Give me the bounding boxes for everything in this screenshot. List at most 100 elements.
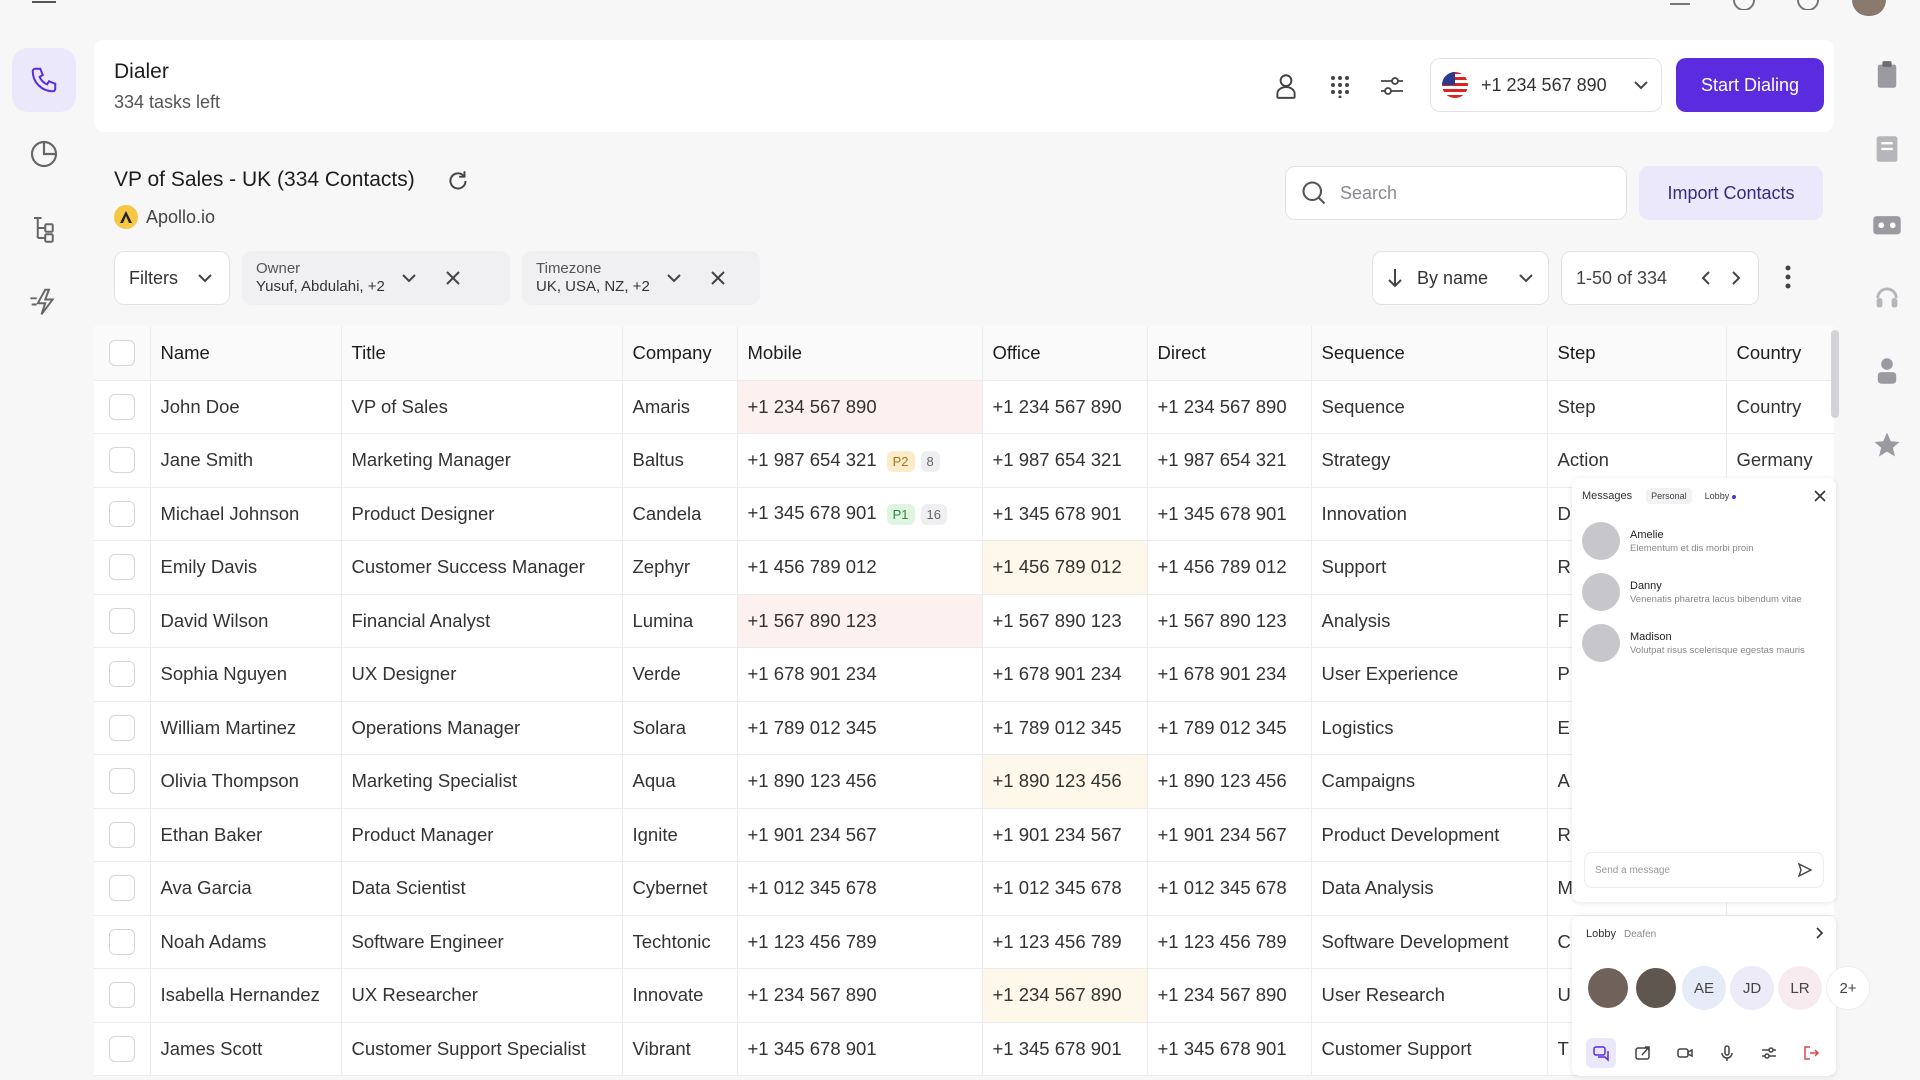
cell-mobile[interactable]: +1 678 901 234 (737, 647, 983, 702)
cell-mobile[interactable]: +1 345 678 901 (737, 1022, 983, 1076)
star-icon[interactable] (1870, 428, 1904, 462)
row-checkbox[interactable] (94, 915, 151, 969)
conversation-item[interactable]: Madison Volutpat risus scelerisque egest… (1582, 624, 1805, 662)
chevron-down-icon[interactable] (664, 268, 684, 288)
chat-icon[interactable] (1586, 1038, 1616, 1068)
close-icon[interactable] (708, 268, 728, 288)
send-icon[interactable] (1797, 862, 1813, 878)
cell-mobile[interactable]: +1 234 567 890 (737, 380, 983, 434)
settings-icon[interactable] (1794, 0, 1822, 10)
cell-name[interactable]: Michael Johnson (150, 487, 342, 541)
cell-office[interactable]: +1 456 789 012 (982, 540, 1148, 595)
more-options-icon[interactable] (1784, 264, 1792, 290)
cell-direct[interactable]: +1 234 567 890 (1147, 968, 1312, 1023)
cell-direct[interactable]: +1 567 890 123 (1147, 594, 1312, 648)
user-avatar[interactable] (1852, 0, 1886, 16)
cell-office[interactable]: +1 123 456 789 (982, 915, 1148, 969)
cell-direct[interactable]: +1 123 456 789 (1147, 915, 1312, 969)
cell-office[interactable]: +1 789 012 345 (982, 701, 1148, 755)
cell-name[interactable]: James Scott (150, 1022, 342, 1076)
row-checkbox[interactable] (94, 647, 151, 702)
filters-dropdown[interactable]: Filters (114, 251, 230, 305)
cell-direct[interactable]: +1 890 123 456 (1147, 754, 1312, 809)
cell-office[interactable]: +1 345 678 901 (982, 1022, 1148, 1076)
settings-sliders-icon[interactable] (1376, 70, 1408, 102)
cell-name[interactable]: Jane Smith (150, 433, 342, 488)
cell-name[interactable]: Ava Garcia (150, 861, 342, 916)
avatar[interactable] (1586, 966, 1630, 1010)
column-header[interactable]: Title (341, 326, 623, 381)
owner-filter-chip[interactable]: Owner Yusuf, Abdulahi, +2 (242, 251, 510, 305)
cell-office[interactable]: +1 234 567 890 (982, 968, 1148, 1023)
cell-name[interactable]: Olivia Thompson (150, 754, 342, 809)
cell-mobile[interactable]: +1 012 345 678 (737, 861, 983, 916)
nav-dialer[interactable] (12, 48, 76, 112)
cell-name[interactable]: David Wilson (150, 594, 342, 648)
cell-mobile[interactable]: +1 456 789 012 (737, 540, 983, 595)
chevron-right-icon[interactable] (1812, 926, 1826, 940)
column-header[interactable]: Mobile (737, 326, 983, 381)
cell-direct[interactable]: +1 789 012 345 (1147, 701, 1312, 755)
cell-name[interactable]: Sophia Nguyen (150, 647, 342, 702)
column-header[interactable]: Direct (1147, 326, 1312, 381)
keypad-icon[interactable] (1324, 70, 1356, 102)
cell-direct[interactable]: +1 234 567 890 (1147, 380, 1312, 434)
cell-mobile[interactable]: +1 890 123 456 (737, 754, 983, 809)
avatar[interactable]: AE (1682, 966, 1726, 1010)
cell-mobile[interactable]: +1 901 234 567 (737, 808, 983, 862)
cell-mobile[interactable]: +1 345 678 901 P1 16 (737, 487, 983, 541)
notifications-icon[interactable] (1666, 0, 1694, 10)
column-header[interactable]: Office (982, 326, 1148, 381)
column-header[interactable]: Country (1726, 326, 1834, 381)
column-header[interactable]: Step (1547, 326, 1727, 381)
cell-name[interactable]: Isabella Hernandez (150, 968, 342, 1023)
cell-office[interactable]: +1 901 234 567 (982, 808, 1148, 862)
cell-office[interactable]: +1 012 345 678 (982, 861, 1148, 916)
settings-sliders-icon[interactable] (1754, 1038, 1784, 1068)
row-checkbox[interactable] (94, 1022, 151, 1076)
refresh-icon[interactable] (445, 168, 471, 194)
cell-office[interactable]: +1 234 567 890 (982, 380, 1148, 434)
search-input[interactable] (1340, 182, 1600, 204)
cell-direct[interactable]: +1 987 654 321 (1147, 433, 1312, 488)
row-checkbox[interactable] (94, 594, 151, 648)
column-header[interactable]: Sequence (1311, 326, 1548, 381)
cell-direct[interactable]: +1 901 234 567 (1147, 808, 1312, 862)
cell-mobile[interactable]: +1 234 567 890 (737, 968, 983, 1023)
chevron-right-icon[interactable] (1726, 269, 1744, 287)
table-scrollbar[interactable] (1831, 330, 1839, 418)
avatar[interactable] (1634, 966, 1678, 1010)
cell-mobile[interactable]: +1 789 012 345 (737, 701, 983, 755)
table-row[interactable]: John Doe VP of Sales Amaris +1 234 567 8… (94, 380, 1834, 434)
headset-icon[interactable] (1870, 280, 1904, 314)
cell-office[interactable]: +1 678 901 234 (982, 647, 1148, 702)
table-row[interactable]: Jane Smith Marketing Manager Baltus +1 9… (94, 433, 1834, 488)
nav-sequences[interactable] (12, 196, 76, 260)
voicemail-drop-icon[interactable] (1270, 70, 1302, 102)
robot-icon[interactable] (1870, 206, 1904, 240)
nav-automations[interactable] (12, 270, 76, 334)
menu-icon[interactable] (30, 0, 58, 8)
cell-office[interactable]: +1 345 678 901 (982, 487, 1148, 541)
microphone-icon[interactable] (1712, 1038, 1742, 1068)
clipboard-icon[interactable] (1870, 58, 1904, 92)
cell-name[interactable]: John Doe (150, 380, 342, 434)
cell-office[interactable]: +1 987 654 321 (982, 433, 1148, 488)
close-icon[interactable] (1812, 488, 1828, 504)
column-header[interactable]: Name (150, 326, 342, 381)
chevron-down-icon[interactable] (399, 268, 419, 288)
avatar[interactable]: JD (1730, 966, 1774, 1010)
cell-direct[interactable]: +1 456 789 012 (1147, 540, 1312, 595)
cell-mobile[interactable]: +1 567 890 123 (737, 594, 983, 648)
row-checkbox[interactable] (94, 754, 151, 809)
leave-icon[interactable] (1796, 1038, 1826, 1068)
import-contacts-button[interactable]: Import Contacts (1639, 166, 1823, 220)
timezone-filter-chip[interactable]: Timezone UK, USA, NZ, +2 (522, 251, 760, 305)
tab-personal[interactable]: Personal (1646, 488, 1692, 504)
caller-id-select[interactable]: +1 234 567 890 (1430, 58, 1662, 112)
cell-mobile[interactable]: +1 123 456 789 (737, 915, 983, 969)
conversation-item[interactable]: Amelie Elementum et dis morbi proin (1582, 522, 1754, 560)
share-screen-icon[interactable] (1628, 1038, 1658, 1068)
message-input[interactable] (1595, 864, 1775, 876)
cell-office[interactable]: +1 567 890 123 (982, 594, 1148, 648)
